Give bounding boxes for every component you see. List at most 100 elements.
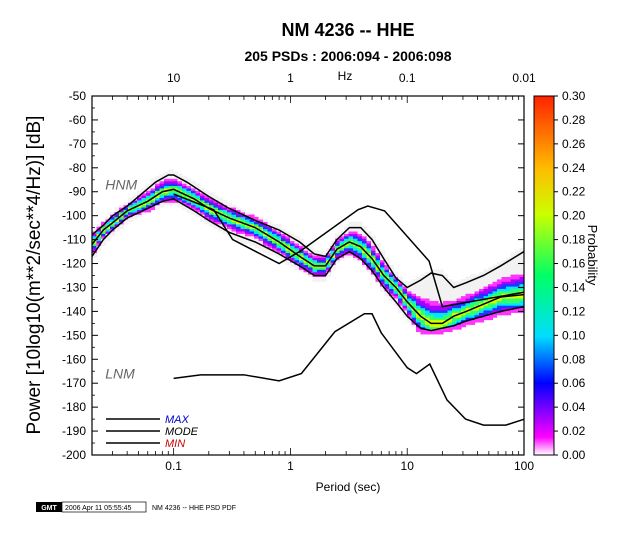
heatmap-cell-1039 [425, 303, 431, 306]
heatmap-cell-1432 [501, 259, 507, 263]
heatmap-cell-1383 [492, 271, 498, 275]
heatmap-cell-1061 [429, 312, 435, 316]
heatmap-cell-1365 [492, 314, 498, 318]
heatmap-cell-227 [177, 188, 183, 191]
legend-label-min: MIN [165, 438, 185, 450]
heatmap-cell-643 [312, 257, 318, 261]
heatmap-cell-1486 [515, 300, 521, 304]
heatmap-cell-891 [389, 279, 395, 282]
heatmap-cell-957 [407, 283, 413, 287]
heatmap-cell-1531 [519, 255, 524, 258]
heatmap-cell-669 [321, 257, 327, 261]
heatmap-cell-1422 [501, 283, 507, 287]
heatmap-cell-215 [173, 180, 179, 184]
footer-caption: NM 4236 -- HHE PSD PDF [152, 505, 236, 512]
heatmap-cell-266 [191, 202, 197, 206]
heatmap-cell-1451 [506, 269, 512, 273]
heatmap-cell-408 [236, 224, 242, 227]
heatmap-cell-216 [173, 178, 179, 182]
heatmap-cell-1443 [506, 288, 512, 292]
heatmap-cell-725 [344, 245, 350, 249]
heatmap-cell-389 [231, 233, 237, 237]
heatmap-cell-1129 [438, 279, 444, 282]
heatmap-cell-252 [186, 200, 192, 203]
heatmap-cell-1044 [425, 291, 431, 294]
heatmap-cell-313 [204, 200, 210, 203]
heatmap-cell-1067 [429, 298, 435, 301]
legend-label-max: MAX [165, 414, 190, 426]
heatmap-cell-963 [411, 314, 417, 318]
heatmap-cell-1433 [506, 312, 512, 316]
y-tick-label: -180 [62, 400, 86, 414]
heatmap-cell-1258 [465, 279, 471, 282]
heatmap-cell-875 [384, 274, 390, 277]
heatmap-cell-400 [231, 207, 237, 210]
heatmap-cell-921 [398, 288, 404, 292]
y-tick-label: -100 [62, 209, 86, 223]
heatmap-cell-1246 [465, 307, 471, 311]
heatmap-cell-1388 [497, 312, 503, 316]
heatmap-cell-411 [236, 216, 242, 220]
heatmap-cell-1083 [434, 324, 440, 328]
heatmap-cell-384 [227, 209, 233, 213]
heatmap-cell-1407 [497, 267, 503, 270]
heatmap-cell-870 [384, 286, 390, 289]
heatmap-cell-486 [263, 243, 269, 246]
heatmap-cell-587 [294, 250, 300, 254]
heatmap-cell-1195 [452, 291, 458, 294]
heatmap-cell-1285 [474, 310, 480, 313]
footer-timestamp: 2006 Apr 11 05:55:45 [65, 505, 132, 512]
heatmap-cell-889 [389, 283, 395, 287]
heatmap-cell-1321 [479, 271, 485, 275]
heatmap-cell-170 [159, 188, 165, 191]
heatmap-cell-1520 [519, 281, 524, 285]
heatmap-cell-352 [218, 214, 224, 218]
heatmap-cell-1024 [420, 279, 426, 282]
heatmap-cell-722 [344, 252, 350, 256]
heatmap-cell-863 [380, 257, 386, 261]
heatmap-cell-1015 [420, 300, 426, 304]
heatmap-cell-617 [303, 250, 309, 254]
heatmap-cell-1115 [438, 312, 444, 316]
heatmap-cell-837 [375, 271, 381, 275]
heatmap-cell-552 [285, 262, 291, 266]
heatmap-cell-1502 [515, 262, 521, 266]
heatmap-cell-1277 [470, 281, 476, 285]
heatmap-cell-1122 [438, 295, 444, 299]
heatmap-cell-1089 [434, 310, 440, 313]
heatmap-cell-1326 [483, 307, 489, 311]
heatmap-cell-1179 [447, 279, 453, 282]
heatmap-cell-1377 [492, 286, 498, 289]
heatmap-cell-1284 [474, 312, 480, 316]
heatmap-cell-563 [285, 236, 291, 239]
heatmap-cell-451 [249, 224, 255, 227]
heatmap-cell-595 [299, 267, 305, 270]
heatmap-cell-1384 [492, 269, 498, 273]
heatmap-cell-801 [366, 264, 372, 268]
heatmap-cell-519 [272, 233, 278, 237]
heatmap-cell-601 [299, 252, 305, 256]
heatmap-cell-1521 [519, 279, 524, 282]
heatmap-cell-204 [168, 171, 174, 175]
heatmap-cell-1251 [465, 295, 471, 299]
heatmap-cell-36 [105, 231, 111, 234]
heatmap-cell-283 [195, 197, 201, 201]
heatmap-cell-1095 [434, 295, 440, 299]
heatmap-cell-1219 [456, 281, 462, 285]
heatmap-cell-514 [272, 245, 278, 249]
heatmap-cell-1198 [452, 283, 458, 287]
heatmap-cell-1191 [452, 300, 458, 304]
heatmap-cell-1027 [425, 331, 431, 335]
y-tick-label: -170 [62, 376, 86, 390]
heatmap-cell-915 [398, 303, 404, 306]
heatmap-cell-1193 [452, 295, 458, 299]
heatmap-cell-1142 [443, 310, 449, 313]
heatmap-cell-1503 [515, 259, 521, 263]
heatmap-cell-832 [371, 236, 377, 239]
heatmap-cell-1456 [506, 257, 512, 261]
heatmap-cell-1128 [438, 281, 444, 285]
heatmap-cell-1394 [497, 298, 503, 301]
heatmap-cell-1243 [465, 314, 471, 318]
heatmap-cell-269 [191, 195, 197, 199]
heatmap-cell-1494 [515, 281, 521, 285]
